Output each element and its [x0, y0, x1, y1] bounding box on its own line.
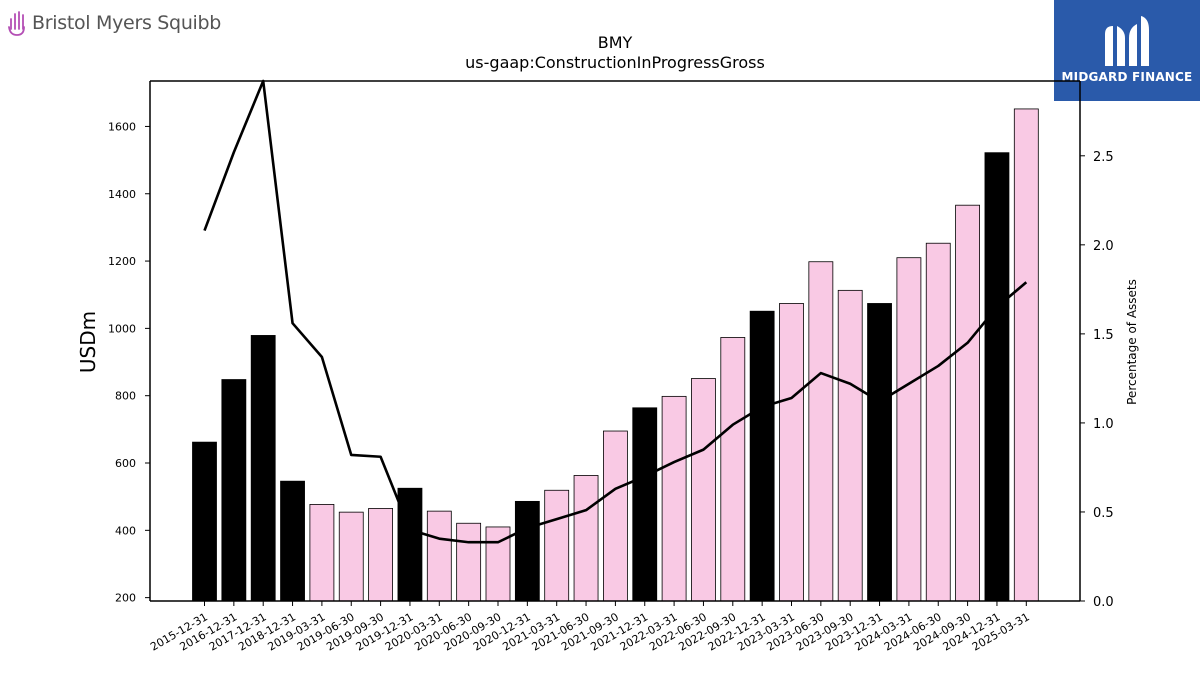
chart-title: BMY: [598, 33, 633, 52]
bar: [514, 500, 540, 602]
y-tick-label: 400: [115, 524, 136, 537]
bar: [896, 257, 922, 602]
bms-logo: Bristol Myers Squibb: [8, 8, 221, 38]
bar: [867, 303, 892, 602]
bar: [603, 430, 628, 602]
bar: [221, 379, 247, 602]
bar: [955, 204, 980, 602]
y-tick-label: 1600: [108, 120, 136, 133]
bar: [720, 337, 746, 602]
y-tick-label: 600: [115, 457, 136, 470]
y-tick-label: 1200: [108, 255, 136, 268]
bms-logo-text: Bristol Myers Squibb: [32, 12, 222, 34]
bar: [984, 152, 1010, 602]
bar: [192, 441, 217, 602]
y-tick-label: 800: [115, 390, 136, 403]
y2-axis-label: Percentage of Assets: [1125, 279, 1139, 405]
midgard-logo: MIDGARD FINANCE: [1054, 0, 1200, 101]
y2-tick-label: 2.5: [1093, 150, 1114, 165]
midgard-emblem-icon: [1105, 16, 1149, 66]
bar: [368, 508, 394, 602]
y-axis-label: USDm: [76, 311, 100, 373]
bar: [338, 511, 364, 602]
chart-subtitle: us-gaap:ConstructionInProgressGross: [465, 53, 765, 72]
y-tick-label: 1400: [108, 188, 136, 201]
y2-tick-label: 1.5: [1093, 328, 1114, 343]
bar: [280, 480, 305, 602]
bar: [309, 504, 335, 602]
bar: [808, 261, 834, 602]
bar: [573, 475, 599, 602]
bar: [779, 303, 804, 602]
bar: [250, 335, 276, 602]
y-tick-label: 1000: [108, 322, 136, 335]
bar: [1013, 108, 1039, 602]
bar: [397, 487, 423, 602]
bar: [544, 489, 570, 602]
y2-tick-label: 2.0: [1093, 239, 1114, 254]
y2-tick-label: 1.0: [1093, 417, 1114, 432]
bar: [925, 242, 951, 602]
bar: [632, 407, 658, 602]
y2-tick-label: 0.5: [1093, 506, 1114, 521]
bar: [837, 289, 863, 602]
bar: [456, 522, 482, 602]
midgard-logo-text: MIDGARD FINANCE: [1061, 70, 1193, 84]
bms-hand-icon: [8, 11, 25, 36]
bar: [426, 510, 452, 602]
bar: [691, 378, 716, 602]
bar: [749, 310, 775, 602]
y-tick-label: 200: [115, 592, 136, 605]
percentage-line: [203, 79, 1028, 544]
y2-tick-label: 0.0: [1093, 595, 1114, 610]
bar: [661, 395, 687, 602]
